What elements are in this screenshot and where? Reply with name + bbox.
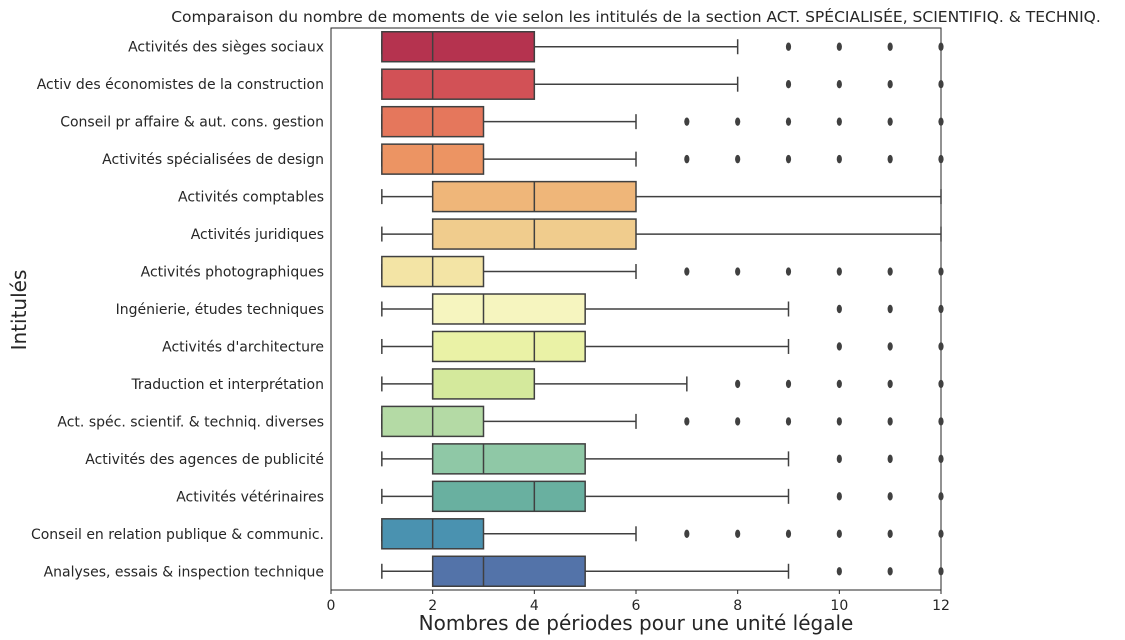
outlier-point [684,267,690,276]
outlier-point [684,529,690,538]
box [381,68,536,100]
outlier-point [684,417,690,426]
outlier-point [785,42,792,51]
outlier-point [887,342,893,351]
category-label: Activités spécialisées de design [102,152,324,168]
box [431,368,536,400]
box [431,443,586,475]
x-tick-label: 6 [632,598,641,614]
outlier-point [887,154,893,164]
box [431,480,586,513]
outlier-point [836,417,842,426]
y-axis-title: Intitulés [7,270,31,351]
x-tick-label: 4 [530,598,539,614]
outlier-point [887,529,893,538]
outlier-point [836,42,842,51]
outlier-point [735,379,741,389]
outlier-point [785,529,792,538]
category-label: Conseil pr affaire & aut. cons. gestion [60,115,324,131]
outlier-point [938,379,944,389]
outlier-point [735,154,741,164]
outlier-point [684,154,690,164]
category-label: Analyses, essais & inspection technique [44,564,324,580]
outlier-point [684,117,690,126]
category-label: Activités comptables [178,190,324,206]
category-label: Activités des sièges sociaux [128,40,324,56]
outlier-point [836,492,842,501]
outlier-point [938,454,944,464]
x-tick-label: 2 [428,598,437,614]
outlier-point [836,342,842,351]
outlier-point [785,154,792,164]
outlier-point [735,529,741,538]
outlier-point [785,80,792,89]
x-tick-label: 0 [327,598,336,614]
category-label: Activ des économistes de la construction [37,77,324,93]
outlier-point [836,304,842,314]
outlier-point [836,567,842,576]
outlier-point [938,304,944,314]
x-tick-label: 12 [932,598,950,614]
outlier-point [785,117,792,126]
outlier-point [836,154,842,164]
outlier-point [887,267,893,276]
outlier-point [938,80,944,89]
outlier-point [938,342,944,351]
outlier-point [887,454,893,464]
outlier-point [785,417,792,426]
outlier-point [735,417,741,426]
box [431,330,586,363]
outlier-point [887,304,893,314]
x-axis-title: Nombres de périodes pour une unité légal… [419,611,854,635]
outlier-point [836,267,842,276]
outlier-point [887,417,893,426]
box [381,30,536,63]
outlier-point [887,492,893,501]
category-label: Activités photographiques [141,265,324,281]
plot-area: Activités des sièges sociaux Activ des éc… [31,27,950,614]
outlier-point [836,529,842,538]
outlier-point [938,117,944,126]
outlier-point [938,492,944,501]
box [431,293,586,325]
outlier-point [735,267,741,276]
chart-title: Comparaison du nombre de moments de vie … [171,7,1101,26]
outlier-point [938,567,944,576]
outlier-point [836,117,842,126]
outlier-point [735,117,741,126]
category-label: Act. spéc. scientif. & techniq. diverses [57,414,324,430]
category-label: Activités d'architecture [162,339,324,355]
outlier-point [887,567,893,576]
category-label: Activités vétérinaires [176,489,324,505]
outlier-point [887,379,893,389]
outlier-point [836,454,842,464]
outlier-point [938,42,944,51]
outlier-point [785,379,792,389]
outlier-point [938,529,944,538]
x-tick-label: 8 [733,598,742,614]
outlier-point [938,417,944,426]
outlier-point [785,267,792,276]
outlier-point [887,117,893,126]
x-tick-label: 10 [830,598,848,614]
category-label: Conseil en relation publique & communic. [31,527,324,543]
category-label: Activités des agences de publicité [85,452,324,468]
category-label: Activités juridiques [191,227,324,243]
outlier-point [836,80,842,89]
outlier-point [938,267,944,276]
outlier-point [887,80,893,89]
outlier-point [938,154,944,164]
outlier-point [887,42,893,51]
box [431,555,586,588]
outlier-point [836,379,842,389]
category-label: Ingénierie, études techniques [116,302,324,318]
category-label: Traduction et interprétation [130,377,324,393]
